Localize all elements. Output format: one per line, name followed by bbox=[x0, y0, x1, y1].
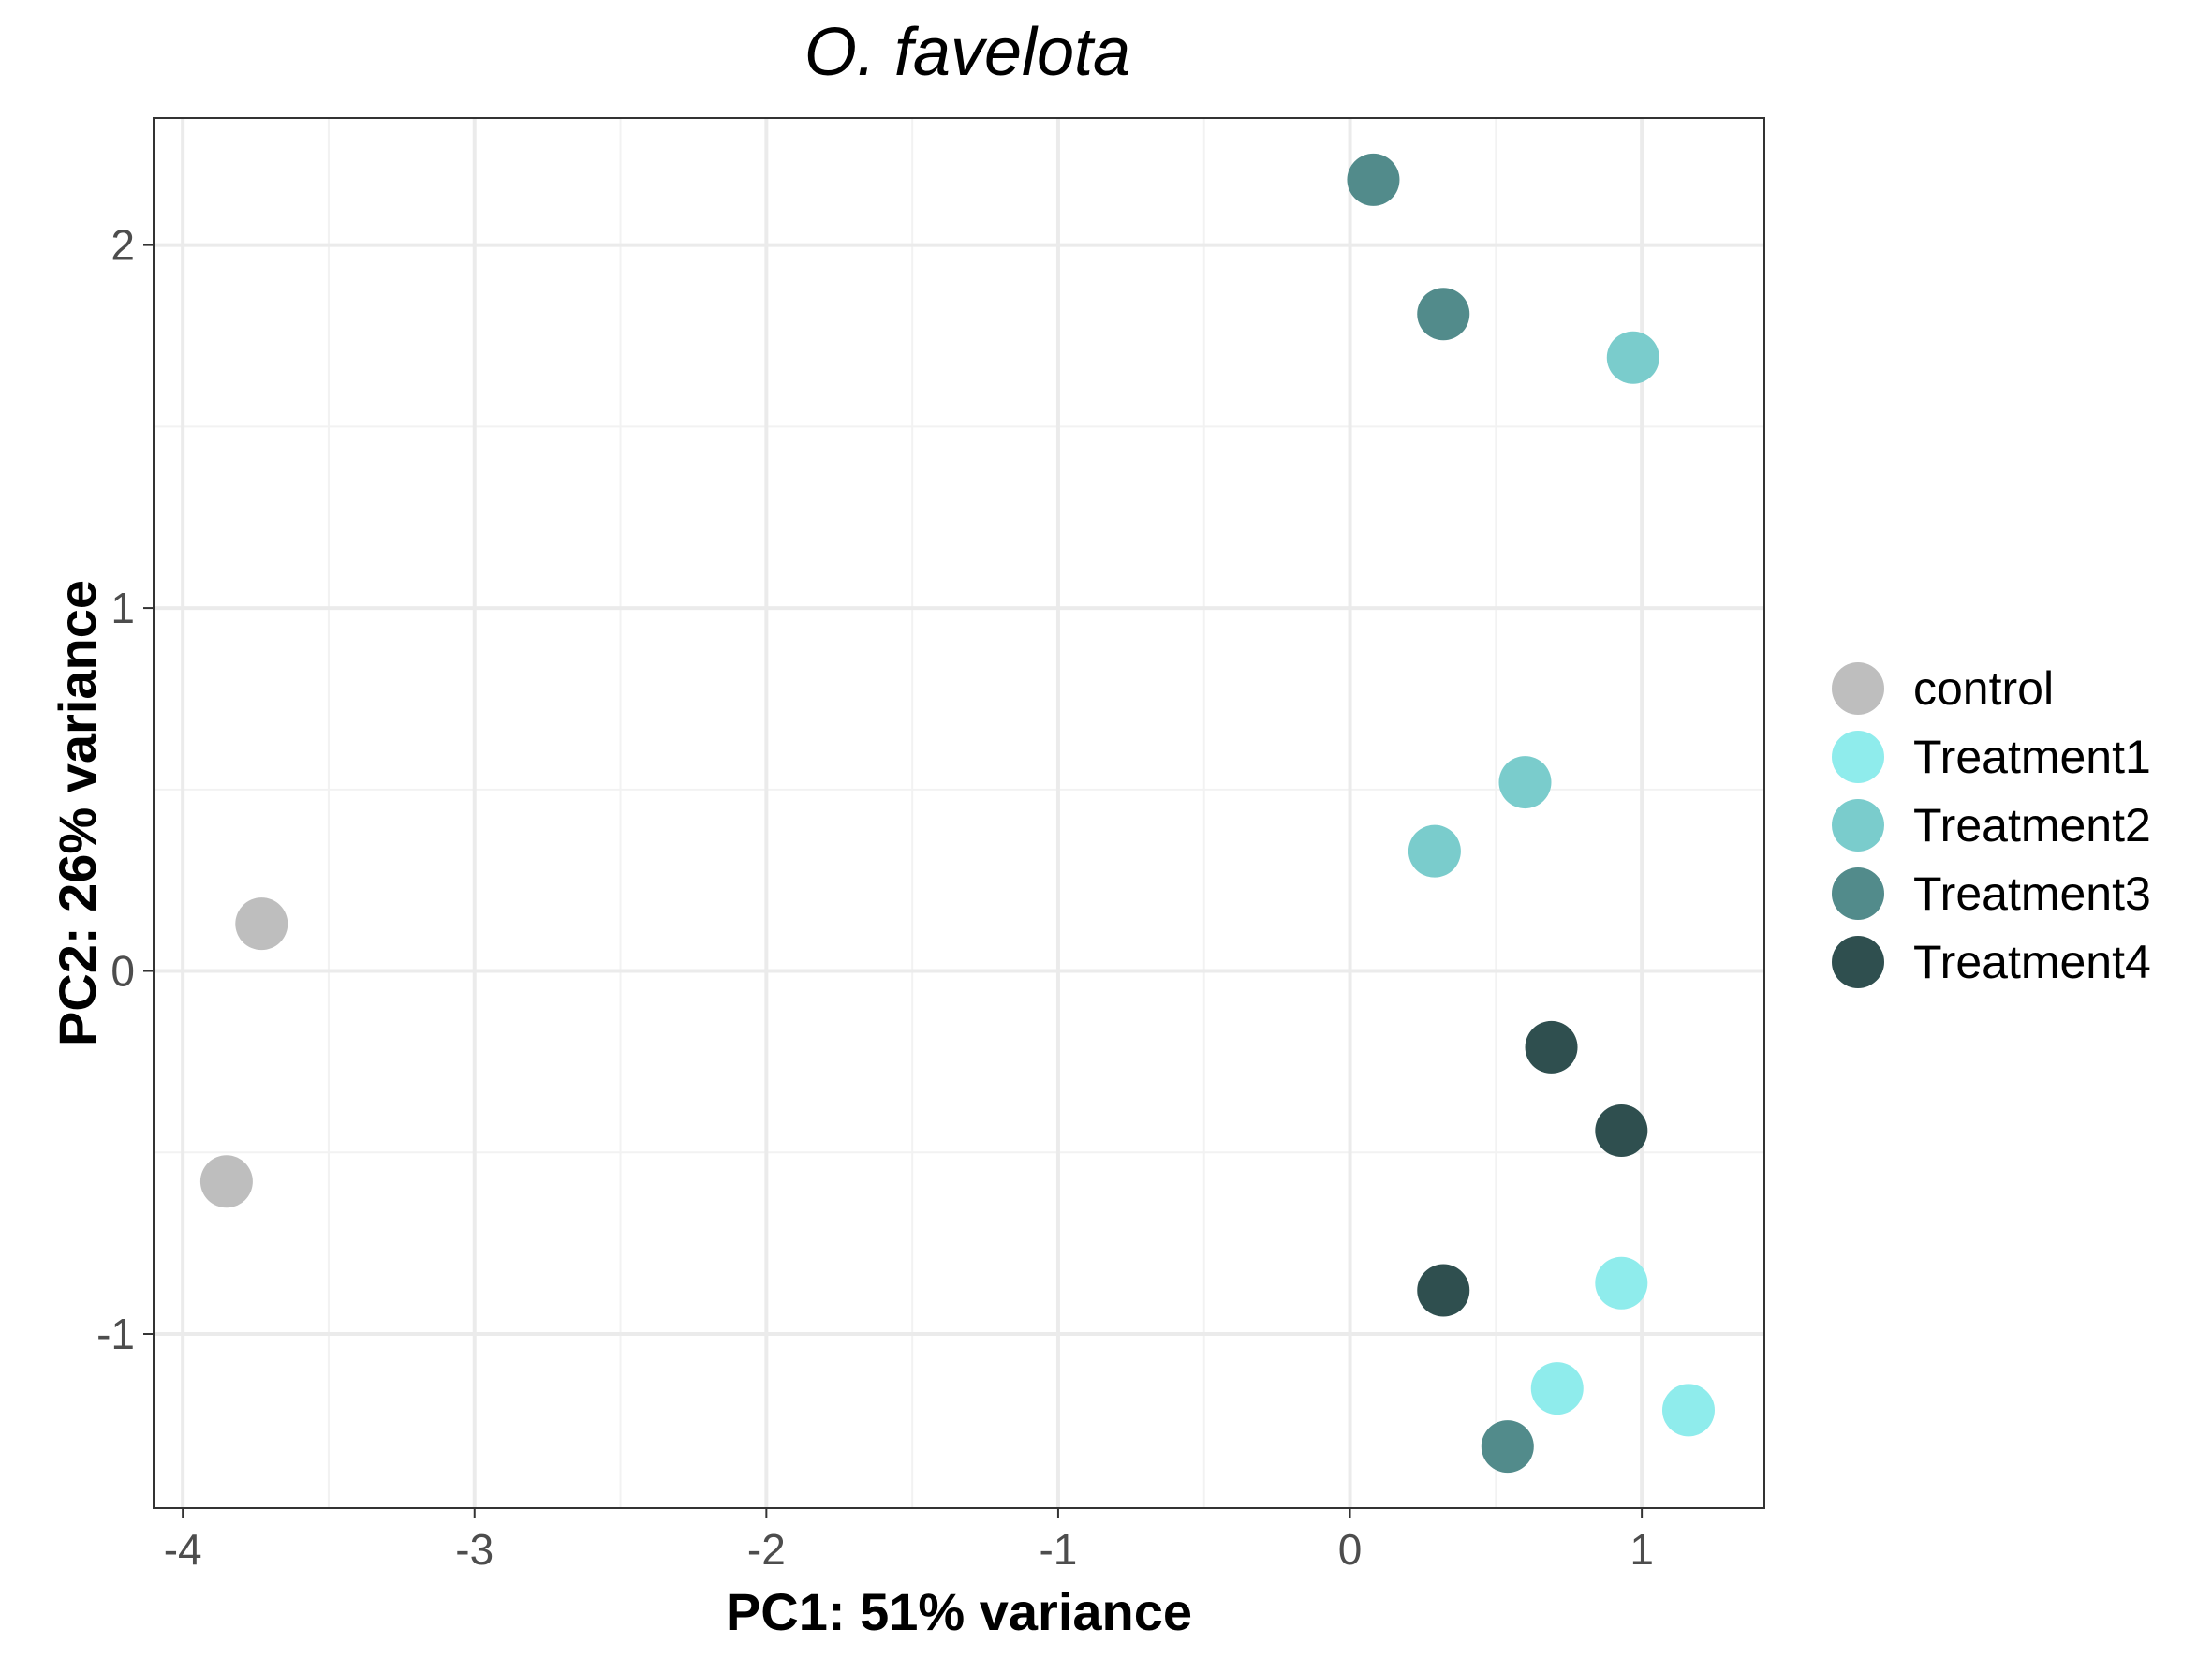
y-tick-label: -1 bbox=[96, 1310, 135, 1358]
x-tick-label: -3 bbox=[455, 1525, 494, 1574]
legend-label-treatment3: Treatment3 bbox=[1913, 867, 2151, 920]
legend-key-treatment1 bbox=[1832, 731, 1884, 783]
point-treatment4 bbox=[1525, 1020, 1578, 1074]
panel-background bbox=[154, 118, 1764, 1508]
y-tick-label: 1 bbox=[111, 584, 135, 632]
legend-key-treatment4 bbox=[1832, 936, 1884, 988]
legend-key-treatment2 bbox=[1832, 799, 1884, 852]
point-treatment2 bbox=[1498, 756, 1552, 809]
x-axis: -4 -3 -2 -1 0 1 bbox=[164, 1508, 1654, 1574]
data-points bbox=[199, 153, 1715, 1474]
legend-label-treatment2: Treatment2 bbox=[1913, 799, 2151, 852]
point-treatment1 bbox=[1530, 1362, 1584, 1415]
minor-gridlines bbox=[154, 118, 1764, 1508]
y-tick-label: 0 bbox=[111, 947, 135, 996]
x-axis-title: PC1: 51% variance bbox=[726, 1582, 1192, 1641]
panel-border bbox=[153, 117, 1765, 1509]
plot-area bbox=[153, 117, 1765, 1509]
legend-label-treatment1: Treatment1 bbox=[1913, 731, 2151, 783]
point-treatment2 bbox=[1408, 824, 1461, 878]
major-gridlines bbox=[154, 118, 1764, 1508]
x-tick-label: -2 bbox=[747, 1525, 786, 1574]
point-control bbox=[235, 897, 288, 951]
legend-label-treatment4: Treatment4 bbox=[1913, 936, 2151, 988]
y-axis-title: PC2: 26% variance bbox=[48, 580, 107, 1046]
point-treatment1 bbox=[1595, 1256, 1648, 1310]
x-tick-label: 1 bbox=[1630, 1525, 1654, 1574]
x-tick-label: 0 bbox=[1338, 1525, 1363, 1574]
y-tick-label: 2 bbox=[111, 221, 135, 270]
point-treatment1 bbox=[1661, 1384, 1715, 1437]
legend: control Treatment1 Treatment2 Treatment3 Tre… bbox=[1832, 662, 2151, 988]
chart-title: O. favelota bbox=[804, 15, 1130, 90]
x-tick-label: -4 bbox=[164, 1525, 202, 1574]
point-treatment3 bbox=[1347, 153, 1400, 206]
y-axis: -1 0 1 2 bbox=[96, 221, 154, 1358]
legend-key-treatment3 bbox=[1832, 867, 1884, 920]
legend-key-control bbox=[1832, 662, 1884, 715]
point-treatment2 bbox=[1606, 331, 1659, 384]
point-treatment3 bbox=[1417, 288, 1470, 341]
x-tick-label: -1 bbox=[1039, 1525, 1077, 1574]
point-treatment4 bbox=[1417, 1264, 1470, 1317]
legend-label-control: control bbox=[1913, 662, 2054, 715]
point-treatment4 bbox=[1595, 1104, 1648, 1158]
point-control bbox=[199, 1155, 253, 1208]
point-treatment3 bbox=[1481, 1420, 1534, 1474]
